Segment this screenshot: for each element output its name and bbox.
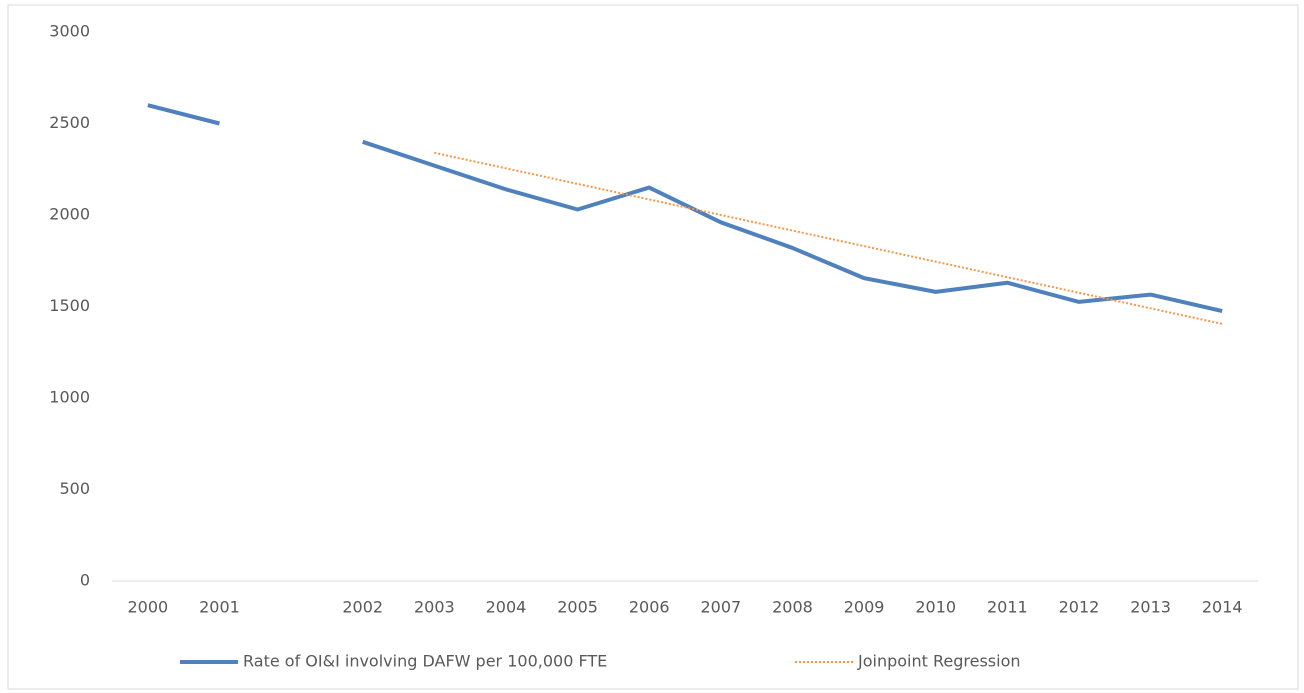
x-tick-label: 2013 <box>1130 598 1171 617</box>
y-tick-label: 2000 <box>49 205 90 224</box>
x-tick-label: 2012 <box>1059 598 1100 617</box>
chart-border <box>7 4 1299 690</box>
x-tick-label: 2006 <box>629 598 670 617</box>
x-tick-label: 2000 <box>127 598 168 617</box>
x-tick-label: 2014 <box>1202 598 1243 617</box>
x-tick-label: 2010 <box>915 598 956 617</box>
series-line <box>147 103 1223 314</box>
x-tick-label: 2004 <box>486 598 527 617</box>
y-tick-label: 2500 <box>49 113 90 132</box>
legend-label: Joinpoint Regression <box>857 652 1021 671</box>
y-tick-label: 1000 <box>49 388 90 407</box>
legend-label: Rate of OI&I involving DAFW per 100,000 … <box>243 652 607 671</box>
x-tick-label: 2005 <box>557 598 598 617</box>
y-tick-label: 0 <box>80 571 90 590</box>
x-tick-label: 2001 <box>199 598 240 617</box>
y-tick-label: 3000 <box>49 22 90 41</box>
x-tick-label: 2003 <box>414 598 455 617</box>
x-tick-label: 2009 <box>844 598 885 617</box>
x-tick-label: 2002 <box>342 598 383 617</box>
x-tick-label: 2008 <box>772 598 813 617</box>
x-tick-label: 2011 <box>987 598 1028 617</box>
y-tick-label: 500 <box>59 479 90 498</box>
y-tick-label: 1500 <box>49 296 90 315</box>
x-tick-label: 2007 <box>700 598 741 617</box>
